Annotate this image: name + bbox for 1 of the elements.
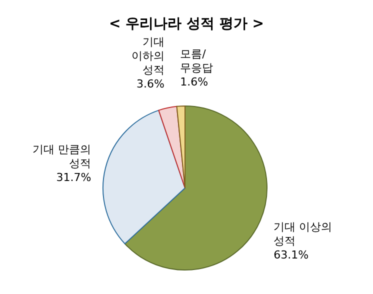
title: < 우리나라 성적 평가 > xyxy=(109,16,264,32)
